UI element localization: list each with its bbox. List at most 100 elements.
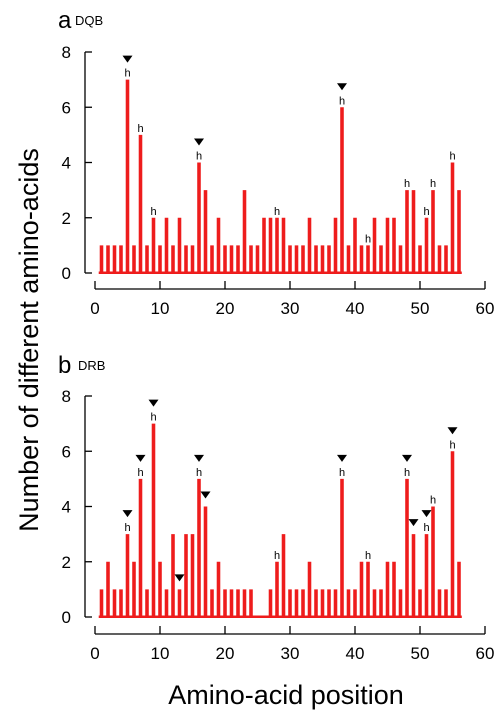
bar	[281, 217, 286, 273]
bar	[99, 589, 104, 617]
x-tick-label: 40	[346, 299, 365, 318]
bar	[372, 217, 377, 273]
bar	[307, 561, 312, 617]
annotation-label: h	[430, 495, 436, 507]
bar	[203, 190, 208, 273]
bar	[138, 478, 143, 617]
bar	[307, 217, 312, 273]
bar	[229, 589, 234, 617]
bar	[327, 245, 331, 273]
y-tick-label: 4	[62, 498, 71, 517]
bar	[450, 451, 455, 617]
bar	[242, 589, 247, 617]
annotation-label: h	[196, 467, 202, 479]
bar	[359, 245, 364, 273]
bar	[184, 245, 188, 273]
y-tick-label: 8	[62, 387, 71, 406]
bar	[444, 245, 448, 273]
bar	[359, 561, 364, 617]
panel-a: a DQB 0 2 4 6 8 0 10 20 30 40 50 60 h h h h h h h h h h h	[58, 7, 494, 318]
bar	[372, 589, 377, 617]
bar	[379, 245, 383, 273]
panel-b: b DRB 0 2 4 6 8 0 10 20 30 40 50 60 h h h h h h h h h h h	[58, 352, 494, 663]
annotation-label: h	[150, 412, 156, 424]
bar	[171, 534, 175, 617]
bar	[119, 589, 123, 617]
annotation-label: h	[124, 68, 130, 80]
bar	[145, 245, 149, 273]
annotation-label: h	[404, 467, 410, 479]
bar	[437, 245, 442, 273]
bar	[171, 245, 175, 273]
bar	[132, 561, 136, 617]
annotation-label: h	[404, 178, 410, 190]
x-tick-label: 10	[151, 299, 170, 318]
y-tick-label: 8	[62, 43, 71, 62]
bar	[379, 589, 383, 617]
bar	[197, 478, 201, 617]
bar	[431, 190, 435, 273]
bar	[242, 190, 247, 273]
y-axis-label: Number of different amino-acids	[14, 148, 44, 532]
bar	[210, 589, 214, 617]
bar	[457, 190, 461, 273]
bar	[418, 245, 422, 273]
bar	[138, 134, 143, 273]
bar	[145, 589, 149, 617]
x-tick-label: 0	[90, 299, 99, 318]
bar	[385, 561, 390, 617]
bar	[346, 589, 351, 617]
bar	[281, 534, 286, 617]
annotation-label: h	[196, 151, 202, 163]
bar	[392, 217, 396, 273]
bar	[294, 589, 299, 617]
panel-b-letter: b	[58, 352, 71, 379]
annotation-label: h	[449, 151, 455, 163]
bar	[288, 245, 292, 273]
bar	[197, 162, 201, 273]
bar	[353, 589, 357, 617]
annotation-label: h	[423, 206, 429, 218]
bar	[125, 79, 130, 273]
annotation-label: h	[274, 550, 280, 562]
bar	[320, 589, 325, 617]
bar	[314, 589, 318, 617]
annotation-label: h	[365, 233, 371, 245]
bar	[424, 534, 429, 617]
annotation-arrow	[148, 399, 159, 407]
annotation-arrow	[337, 454, 347, 462]
bar	[314, 245, 318, 273]
bar	[450, 162, 455, 273]
x-tick-label: 30	[281, 644, 300, 663]
bar	[210, 245, 214, 273]
bar	[411, 534, 416, 617]
annotation-arrow	[194, 138, 204, 146]
panel-b-tag: DRB	[78, 358, 105, 373]
bar	[366, 245, 370, 273]
bar	[223, 245, 227, 273]
x-tick-label: 30	[281, 299, 300, 318]
annotation-arrow	[135, 454, 146, 462]
bar	[275, 217, 279, 273]
y-tick-label: 0	[62, 264, 71, 283]
bar	[236, 589, 240, 617]
x-tick-label: 50	[411, 299, 430, 318]
x-tick-label: 60	[476, 644, 495, 663]
annotation-arrow	[337, 83, 347, 91]
bar	[164, 217, 169, 273]
y-tick-label: 0	[62, 608, 71, 627]
bar	[216, 217, 221, 273]
panel-a-plot: 0 2 4 6 8 0 10 20 30 40 50 60 h h h h h h h h h h h	[62, 43, 495, 318]
bar	[112, 589, 117, 617]
bar	[340, 478, 344, 617]
y-tick-label: 2	[62, 553, 71, 572]
annotation-arrow	[174, 574, 185, 582]
annotation-label: h	[339, 467, 345, 479]
annotation-label: h	[430, 178, 436, 190]
bar	[99, 245, 104, 273]
bar	[106, 561, 110, 617]
bar	[203, 506, 208, 617]
bar	[457, 561, 461, 617]
bar	[236, 245, 240, 273]
